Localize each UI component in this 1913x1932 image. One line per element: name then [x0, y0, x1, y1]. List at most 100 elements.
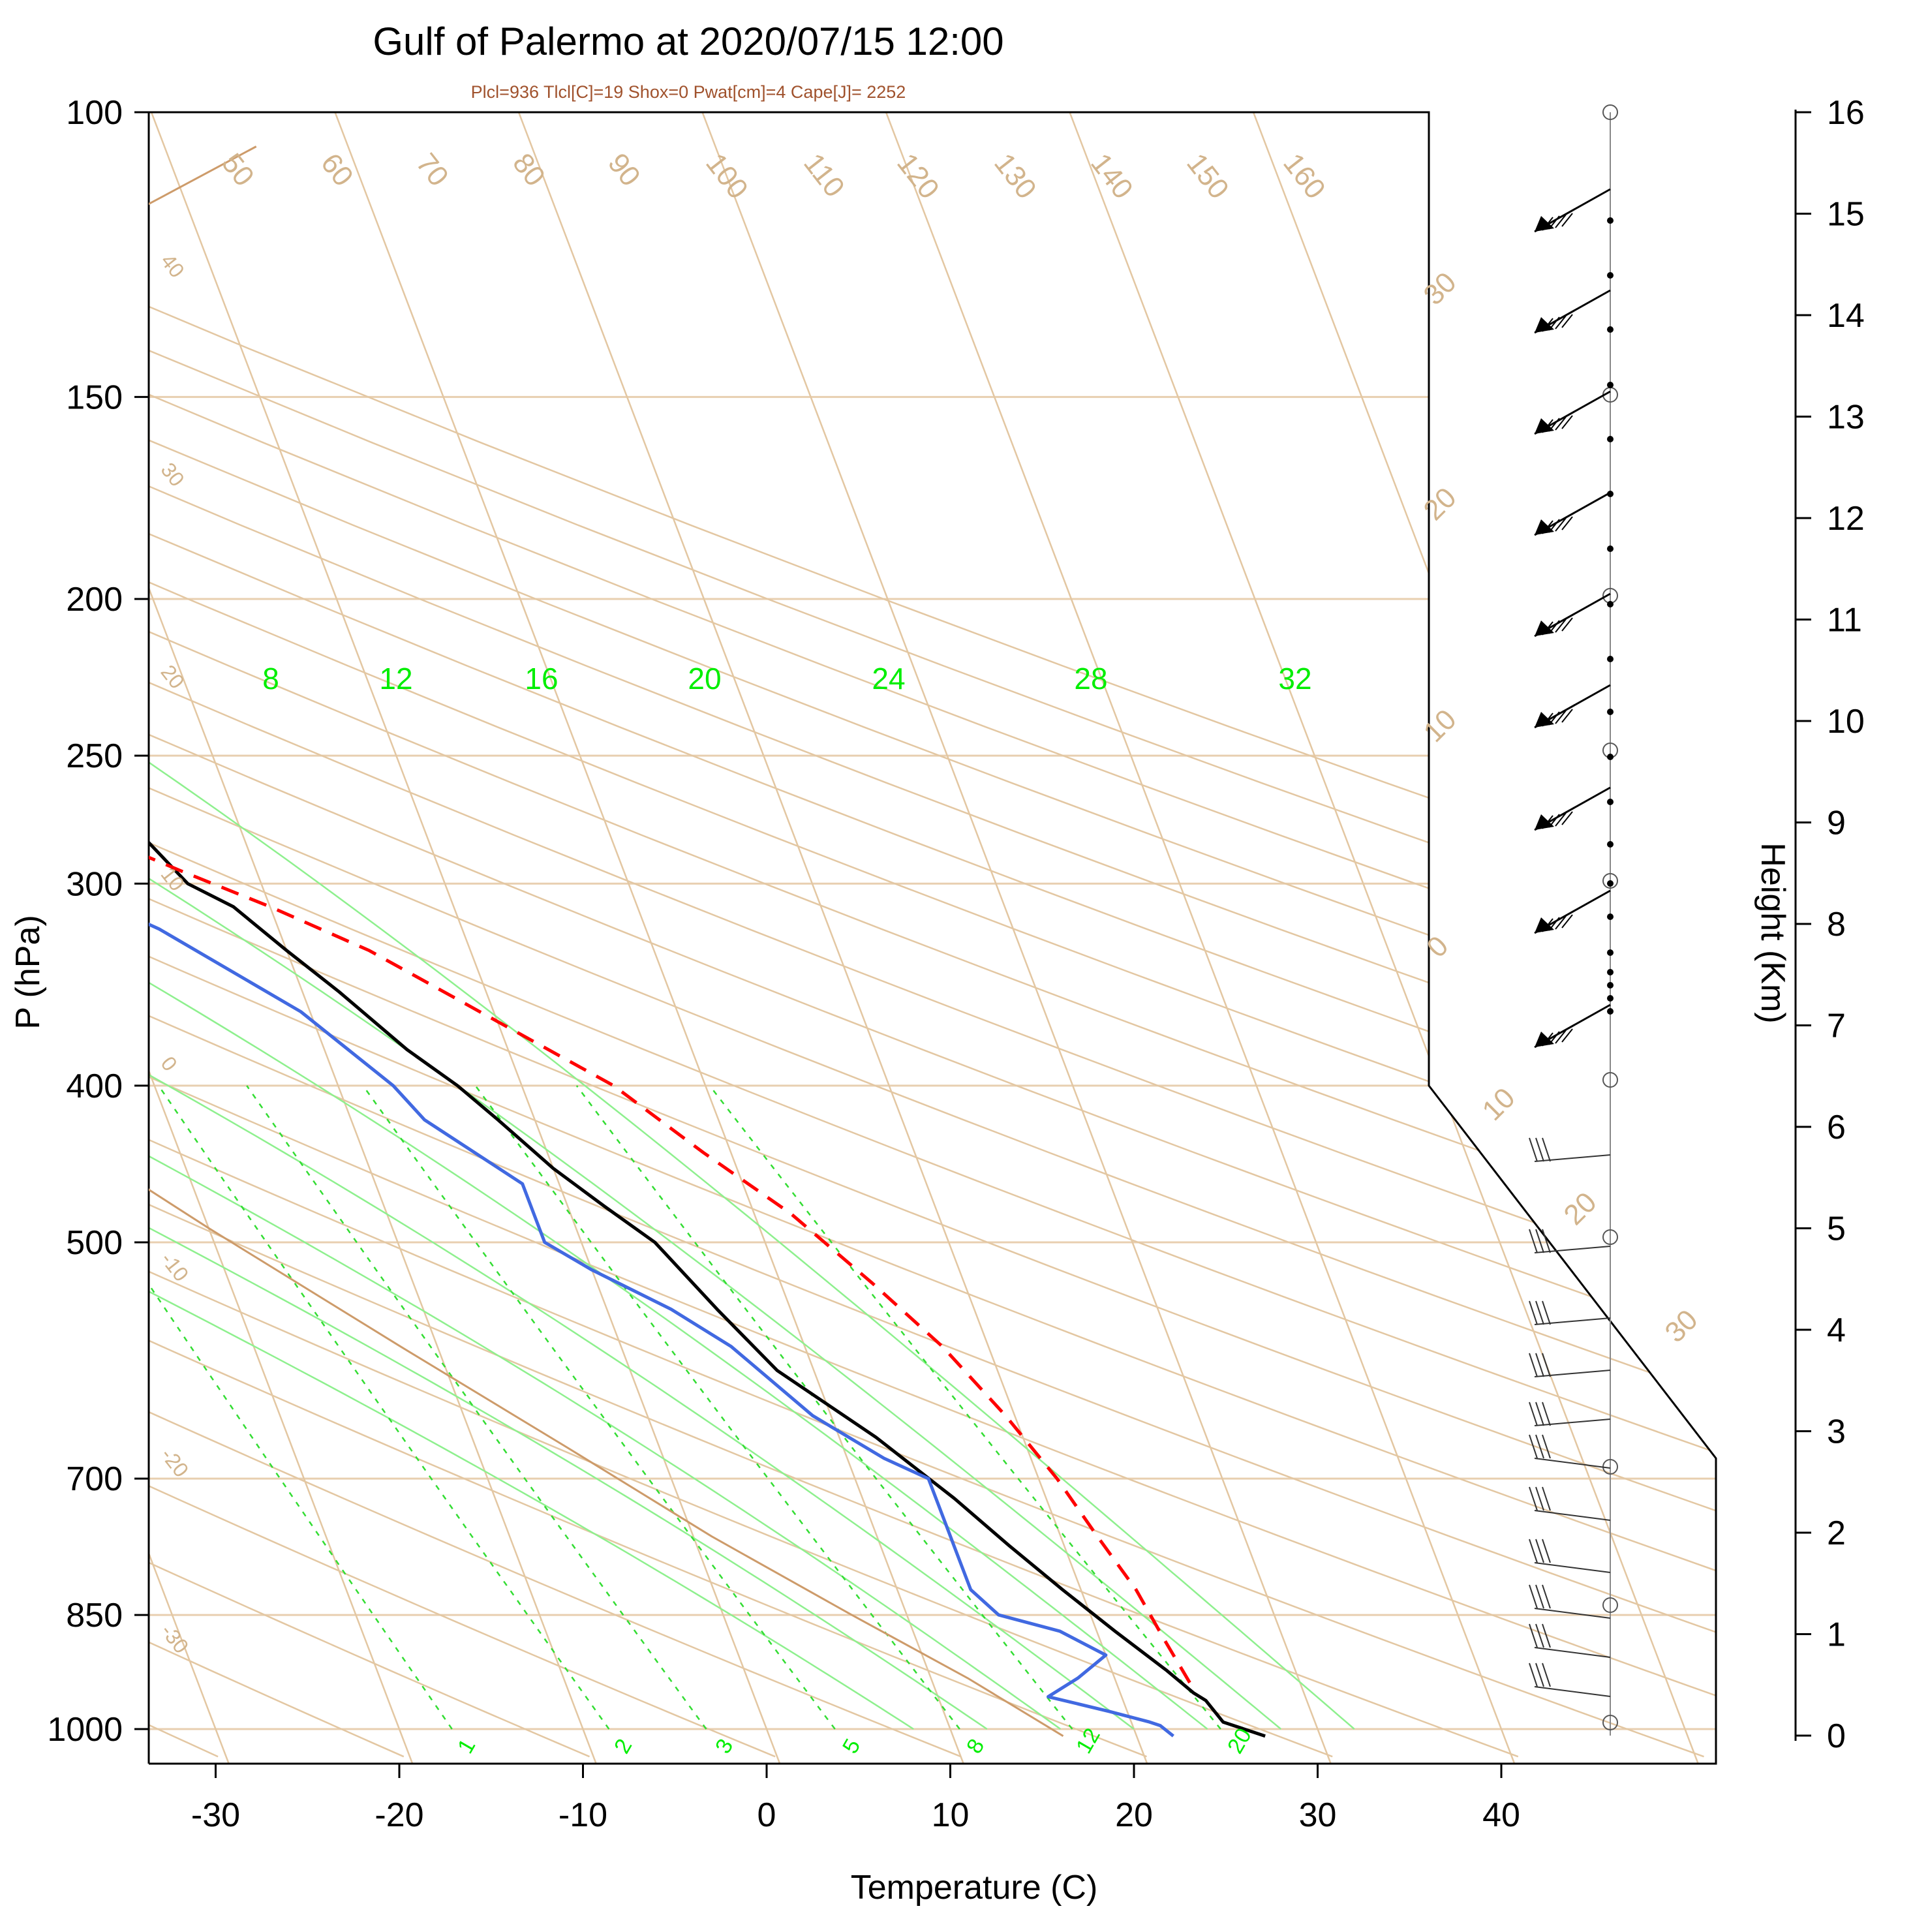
left-isotherm-label: -20 — [156, 1443, 193, 1482]
level-dot — [1607, 754, 1614, 760]
wind-barb-feather — [1555, 416, 1567, 431]
wind-barb-feather — [1535, 1353, 1544, 1377]
height-tick-label: 3 — [1827, 1413, 1846, 1451]
wind-barb-feather — [1529, 1663, 1538, 1687]
background-lines — [149, 112, 1716, 1764]
x-tick-label: 20 — [1115, 1796, 1153, 1834]
dry-adiabat-line — [149, 112, 1716, 1758]
wind-barb-feather — [1561, 914, 1573, 928]
right-isotherm-label: 30 — [1417, 266, 1462, 311]
dry-adiabat-line — [149, 112, 1333, 1758]
wind-barb-shaft — [1534, 1458, 1611, 1469]
wind-barb-feather — [1548, 814, 1560, 828]
wind-barb-feather — [1555, 710, 1567, 724]
dry-adiabat-line — [149, 112, 1704, 1758]
wind-barb-feather — [1555, 517, 1567, 532]
mixing-ratio-label: 2 — [609, 1735, 637, 1758]
level-circle — [1602, 1715, 1618, 1730]
mixing-ratio-line — [158, 1085, 610, 1730]
dry-adiabat-line — [149, 112, 1716, 1758]
dry-adiabat-line — [149, 112, 1716, 1758]
isotherm-label: 140 — [1084, 147, 1139, 205]
x-tick-label: 0 — [758, 1796, 776, 1834]
isotherm-line — [1069, 112, 1699, 1764]
wind-barb-shaft — [1534, 1686, 1611, 1697]
dry-adiabat-line — [149, 112, 1147, 1758]
moist-adiabat-line — [149, 665, 1281, 1730]
level-circle — [1602, 1597, 1618, 1613]
y-tick-label: 500 — [66, 1224, 123, 1262]
x-tick-label: 40 — [1482, 1796, 1520, 1834]
level-dot — [1607, 545, 1614, 552]
moist-adiabat-label: 8 — [262, 662, 279, 696]
x-tick-label: -30 — [191, 1796, 240, 1834]
wind-barb-feather — [1555, 315, 1567, 330]
wind-barb-feather — [1542, 1300, 1551, 1325]
wind-barb-shaft — [1534, 1418, 1611, 1426]
wind-barb-feather — [1561, 709, 1573, 723]
mixing-ratio-label: 5 — [838, 1735, 865, 1758]
height-tick-label: 12 — [1827, 500, 1865, 538]
isotherm-line — [517, 112, 1148, 1764]
wind-barb-feather — [1561, 213, 1573, 227]
wind-barb-feather — [1542, 621, 1553, 636]
wind-barb-feather — [1542, 1402, 1551, 1426]
isotherm-label: 90 — [602, 147, 647, 192]
height-tick-label: 6 — [1827, 1109, 1846, 1146]
wind-barb-feather — [1535, 1584, 1544, 1609]
left-isotherm-label: 30 — [156, 458, 189, 491]
wind-barb-feather — [1542, 1584, 1551, 1609]
wind-barb-feather — [1555, 1030, 1567, 1044]
wind-barb-feather — [1555, 812, 1567, 827]
dry-adiabat-line — [149, 112, 1716, 1758]
sounding-series-line — [149, 209, 1266, 1738]
wind-barb-shaft — [1534, 1317, 1611, 1325]
dry-adiabat-line — [149, 112, 776, 1758]
wind-barb-feather — [1561, 314, 1573, 328]
isotherm-line — [885, 112, 1516, 1764]
height-tick-label: 1 — [1827, 1616, 1846, 1654]
moist-adiabat-line — [149, 665, 914, 1730]
moist-adiabat-line — [149, 665, 1062, 1730]
mixing-ratio-line — [246, 1085, 707, 1730]
isotherm-line — [334, 112, 964, 1764]
wind-barb-feather — [1542, 1229, 1551, 1253]
moist-adiabat-label: 32 — [1278, 662, 1311, 696]
wind-barb-feather — [1548, 519, 1560, 533]
wind-barb-feather — [1548, 917, 1560, 931]
isotherm-label: 130 — [988, 147, 1043, 205]
moist-adiabat-line — [149, 665, 988, 1730]
mixing-ratio-label: 8 — [962, 1735, 989, 1758]
dry-adiabat-line — [149, 112, 1716, 1758]
height-tick-label: 16 — [1827, 94, 1865, 132]
isotherm-line — [149, 112, 414, 1764]
moist-adiabat-label: 24 — [872, 662, 905, 696]
wind-barb-feather — [1561, 811, 1573, 825]
level-dot — [1607, 1008, 1614, 1015]
wind-barb-feather — [1529, 1434, 1538, 1459]
height-tick-label: 7 — [1827, 1007, 1846, 1045]
wind-barb-feather — [1535, 1663, 1544, 1687]
dry-adiabat-line — [149, 112, 1716, 1758]
wind-barb-feather — [1535, 1300, 1544, 1325]
isotherm-label: 150 — [1180, 147, 1235, 205]
x-axis-label: Temperature (C) — [851, 1869, 1098, 1907]
wind-barb-feather — [1548, 711, 1560, 726]
wind-barb-feather — [1542, 918, 1553, 932]
x-tick-label: -20 — [375, 1796, 423, 1834]
height-tick-label: 8 — [1827, 906, 1846, 943]
labels-layer: 50 60 70 80 90 100 110 120 130 140 150 160403020100… — [156, 147, 1704, 1758]
dry-adiabat-line — [149, 112, 1716, 1758]
wind-barb-shaft — [1534, 1608, 1611, 1619]
wind-barb-feather — [1548, 316, 1560, 331]
wind-barb-shaft — [1534, 1510, 1611, 1521]
wind-barb-shaft — [1534, 1154, 1611, 1162]
height-tick-label: 14 — [1827, 297, 1865, 335]
dry-adiabat-line — [149, 112, 1716, 1758]
wind-barb-feather — [1535, 1486, 1544, 1511]
wind-barb-feather — [1561, 415, 1573, 429]
wind-barb-feather — [1529, 1137, 1538, 1162]
left-isotherm-label: 0 — [156, 1052, 181, 1075]
wind-barb-feather — [1529, 1229, 1538, 1253]
